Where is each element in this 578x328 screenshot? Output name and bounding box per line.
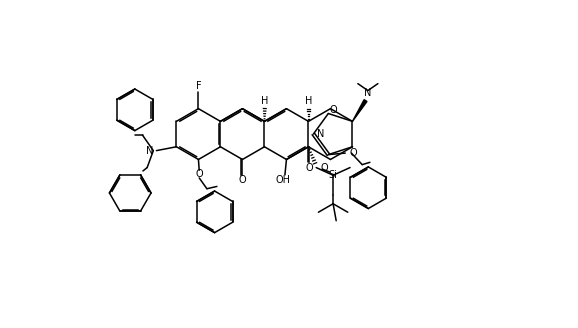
Text: N: N [146, 146, 153, 155]
Text: N: N [317, 129, 325, 139]
Text: F: F [195, 81, 201, 91]
Text: O: O [320, 163, 328, 173]
Text: N: N [364, 88, 372, 98]
Text: H: H [305, 95, 312, 106]
Text: OH: OH [275, 175, 290, 185]
Text: Si: Si [329, 170, 338, 180]
Text: O: O [305, 163, 313, 173]
Text: O: O [239, 175, 246, 185]
Text: O: O [349, 148, 357, 158]
Text: O: O [195, 169, 203, 179]
Text: H: H [261, 95, 269, 106]
Polygon shape [353, 100, 367, 121]
Text: O: O [329, 105, 337, 115]
